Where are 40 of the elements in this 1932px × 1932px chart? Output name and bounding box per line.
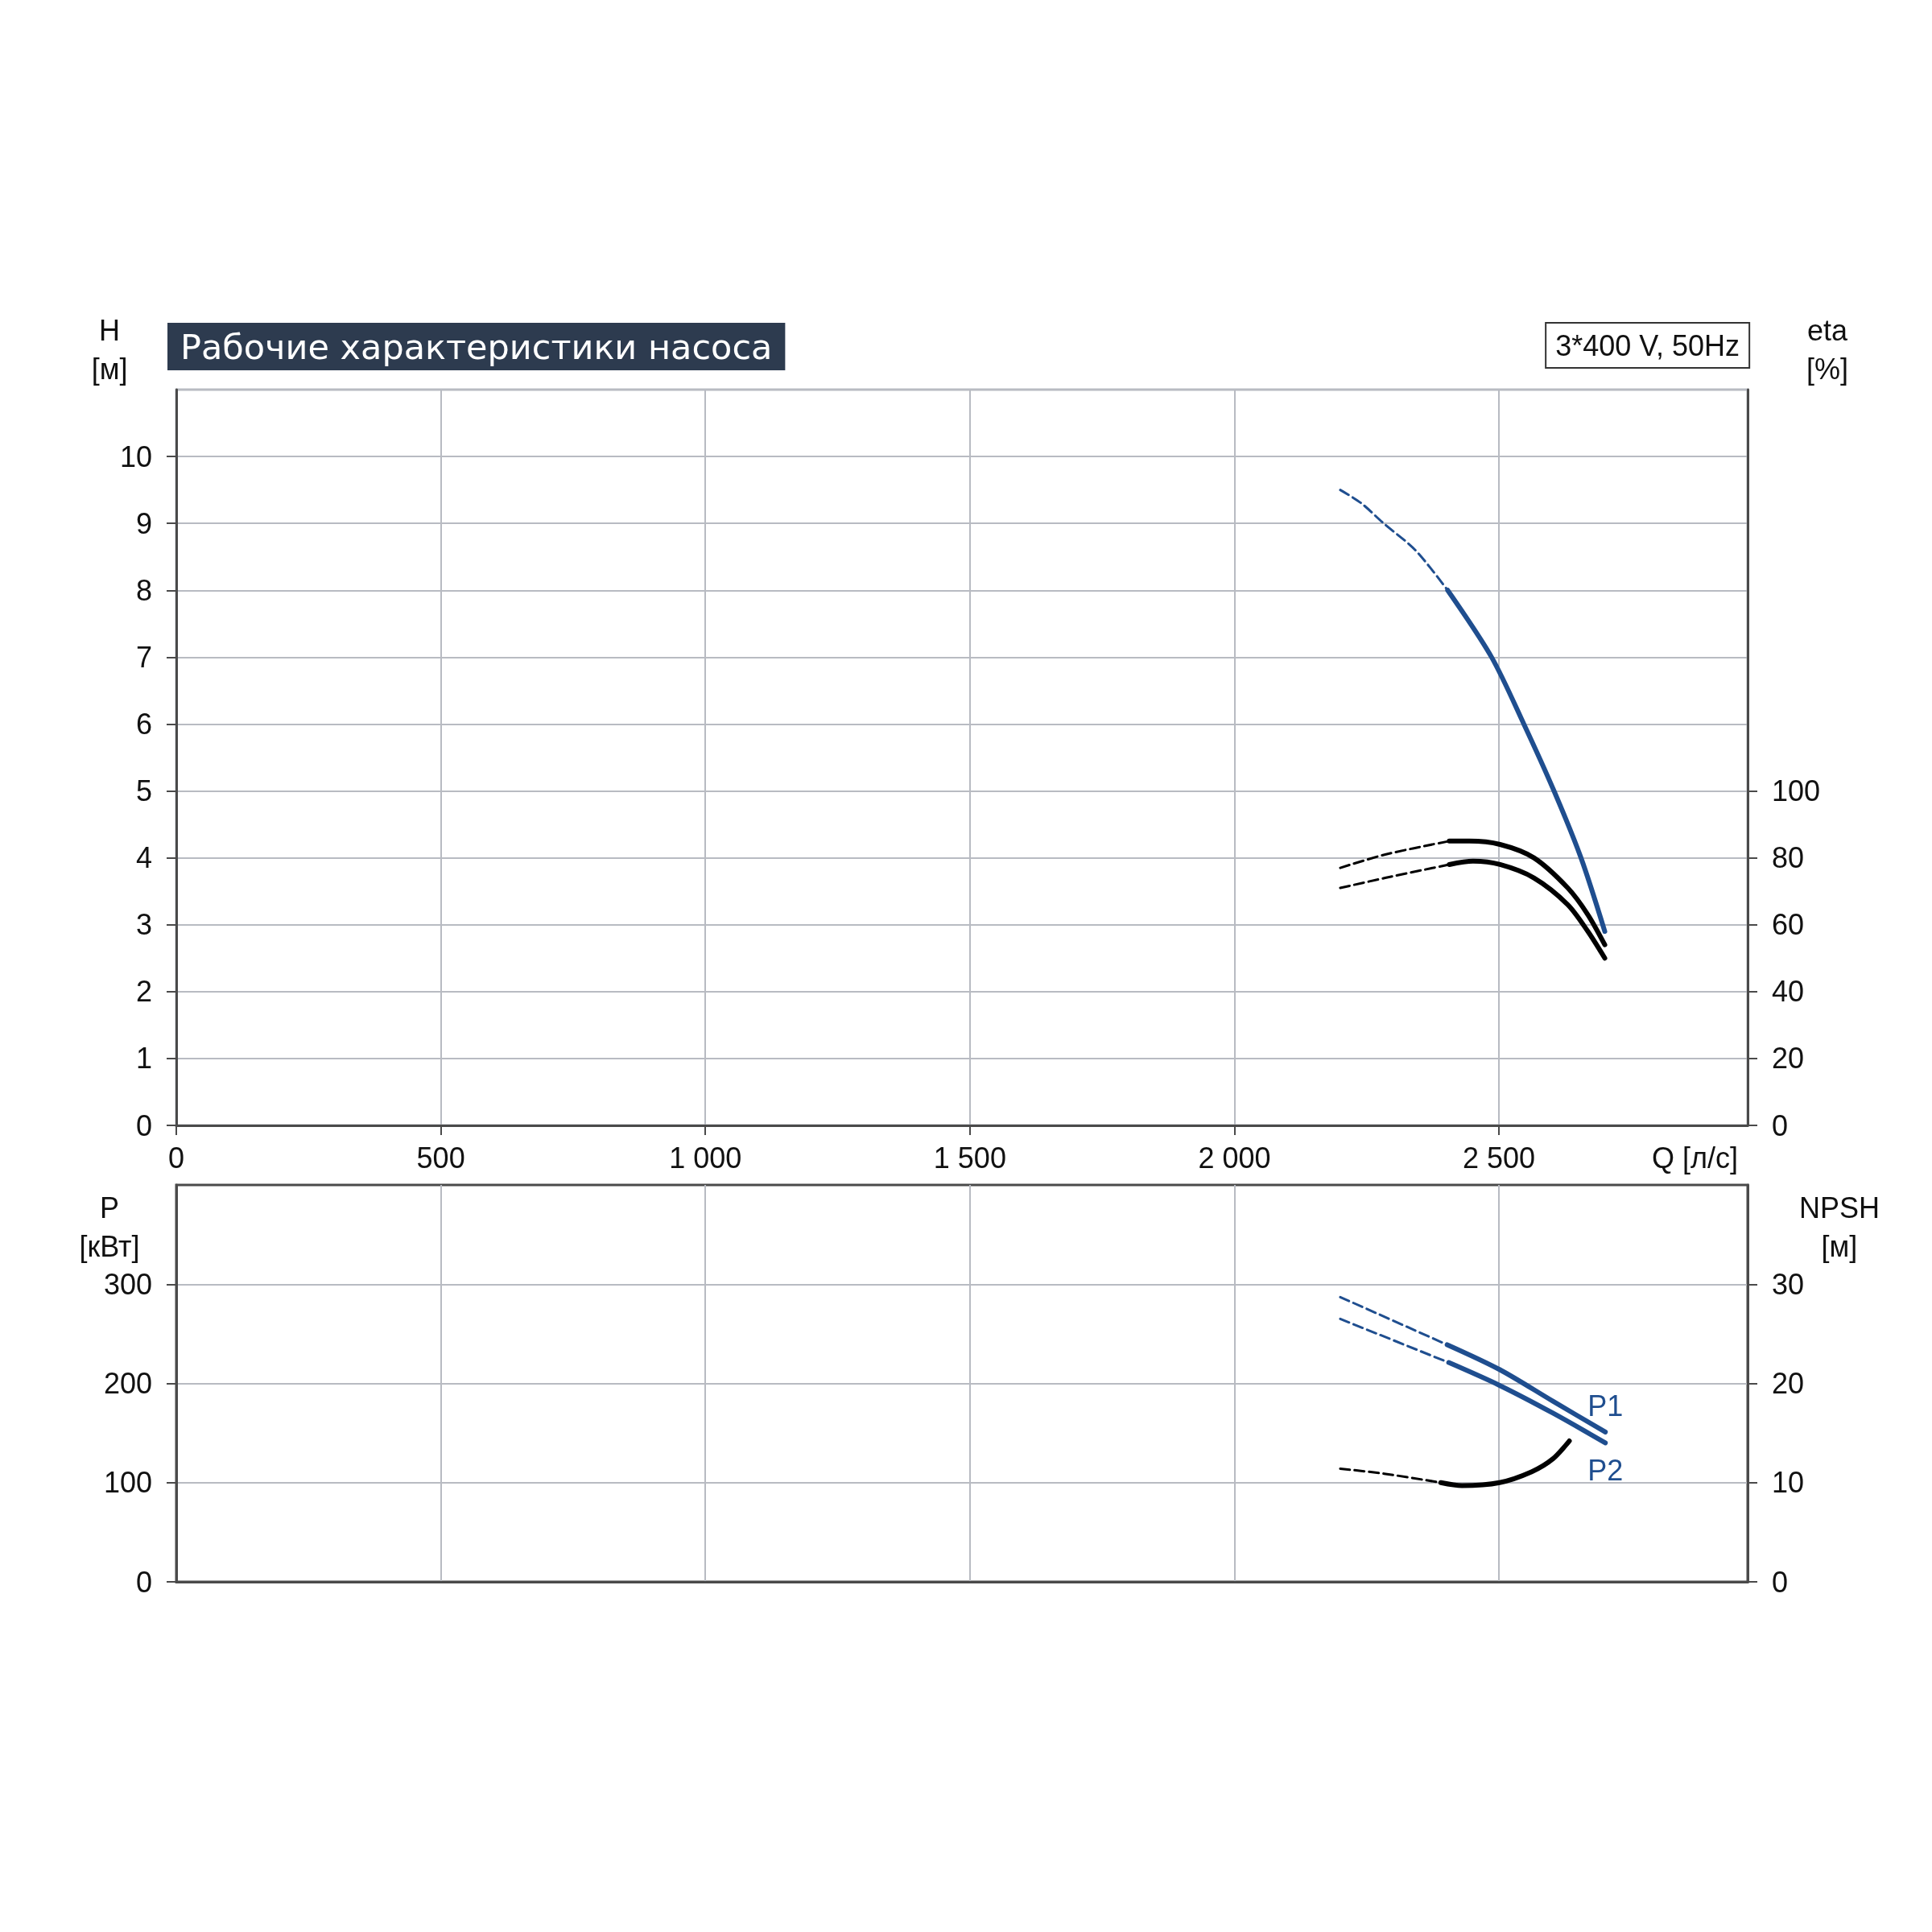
y2-tick-label: 20 [1772,1042,1805,1075]
y-tick-label: 1 [135,1042,152,1075]
y-tick-label: 200 [103,1367,152,1400]
y-tick-label: 4 [135,841,152,875]
x-tick-label: 500 [416,1141,465,1174]
y-tick-label: 5 [135,774,152,808]
y-tick-label: 0 [135,1108,152,1142]
y-tick-label: 0 [135,1565,152,1599]
y2-tick-label: 30 [1772,1267,1805,1301]
y-tick-label: 10 [119,440,152,473]
y2-tick-label: 20 [1772,1367,1805,1400]
y-tick-label: 3 [135,908,152,942]
y-tick-label: 100 [103,1466,152,1500]
y2-tick-label: 80 [1772,841,1805,875]
x-tick-label: 2 000 [1198,1141,1271,1174]
y-axis-title: H [м] [91,313,128,386]
y2-tick-label: 60 [1772,908,1805,942]
y-tick-label: 2 [135,975,152,1009]
x-tick-label: 2 500 [1463,1141,1536,1174]
y2-tick-label: 0 [1772,1565,1789,1599]
y2-tick-label: 40 [1772,975,1805,1009]
y-axis-title: P [кВт] [79,1191,140,1263]
x-tick-label: 1 500 [933,1141,1006,1174]
y2-axis-title: NPSH [м] [1798,1191,1880,1263]
y2-axis-title: eta [%] [1806,313,1849,386]
y2-tick-label: 0 [1772,1108,1789,1142]
series-label: P2 [1587,1453,1624,1487]
y-tick-label: 8 [135,573,152,607]
x-tick-label: 1 000 [669,1141,742,1174]
y-tick-label: 7 [135,640,152,674]
chart-subtitle: 3*400 V, 50Hz [1555,328,1740,362]
y2-tick-label: 10 [1772,1466,1805,1500]
y2-tick-label: 100 [1772,774,1821,808]
chart-title: Рабочие характеристики насоса [180,326,773,367]
series-label: P1 [1587,1389,1624,1423]
x-tick-label: 0 [167,1141,185,1174]
y-tick-label: 6 [135,707,152,741]
y-tick-label: 300 [103,1267,152,1301]
x-axis-title: Q [л/с] [1651,1141,1738,1174]
y-tick-label: 9 [135,506,152,540]
